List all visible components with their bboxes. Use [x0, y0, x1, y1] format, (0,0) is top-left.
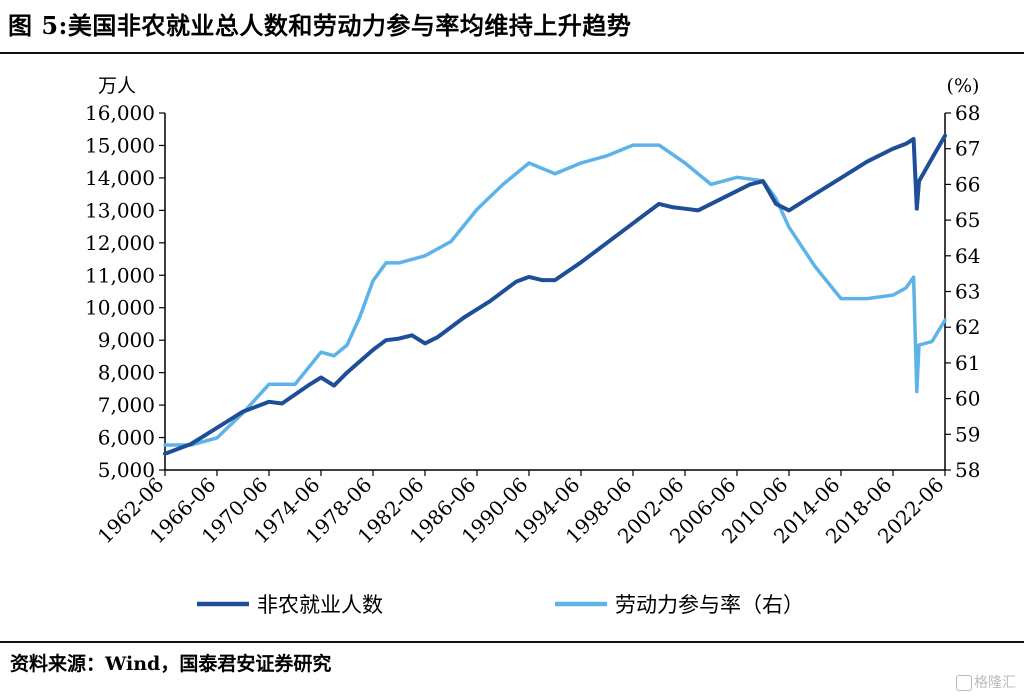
left-tick-label: 13,000 — [85, 198, 155, 222]
right-tick-label: 61 — [955, 351, 980, 375]
left-tick-label: 6,000 — [98, 426, 155, 450]
left-tick-label: 8,000 — [98, 361, 155, 385]
left-unit-label: 万人 — [98, 75, 136, 97]
watermark-text: 格隆汇 — [974, 675, 1016, 691]
lines-group — [163, 133, 947, 456]
top-rule — [0, 52, 1024, 54]
chart-svg: 5,000 6,000 7,000 8,000 9,000 10,000 11,000 12,… — [85, 75, 980, 617]
right-tick-label: 68 — [955, 101, 980, 125]
left-tick-label: 5,000 — [98, 458, 155, 482]
left-tick-label: 14,000 — [85, 166, 155, 190]
left-tick-label: 12,000 — [85, 231, 155, 255]
legend-label-2: 劳动力参与率（右） — [615, 593, 804, 617]
legend-group: 非农就业人数 劳动力参与率（右） — [197, 593, 804, 617]
bottom-rule — [0, 641, 1024, 643]
left-tick-label: 15,000 — [85, 133, 155, 157]
watermark: 格隆汇 — [956, 672, 1016, 692]
left-tick-label: 10,000 — [85, 296, 155, 320]
chart-title: 图 5:美国非农就业总人数和劳动力参与率均维持上升趋势 — [8, 11, 632, 40]
right-tick-label: 67 — [955, 137, 980, 161]
left-tick-label: 7,000 — [98, 393, 155, 417]
left-tick-label: 9,000 — [98, 328, 155, 352]
left-tick-label: 16,000 — [85, 101, 155, 125]
watermark-logo-icon — [956, 675, 972, 691]
right-tick-label: 66 — [955, 172, 980, 196]
source-note: 资料来源：Wind，国泰君安证券研究 — [10, 653, 332, 675]
right-unit-label: (%) — [947, 75, 980, 97]
left-tick-label: 11,000 — [85, 263, 155, 287]
legend-label-1: 非农就业人数 — [257, 593, 383, 617]
right-tick-label: 59 — [955, 422, 980, 446]
right-tick-label: 58 — [955, 458, 980, 482]
right-tick-label: 63 — [955, 280, 980, 304]
right-tick-label: 60 — [955, 387, 980, 411]
right-tick-label: 64 — [955, 244, 980, 268]
nonfarm-payrolls-line — [163, 133, 947, 456]
participation-rate-line — [163, 143, 947, 447]
right-tick-label: 62 — [955, 315, 980, 339]
axes-group: 5,000 6,000 7,000 8,000 9,000 10,000 11,000 12,… — [85, 75, 980, 548]
right-tick-label: 65 — [955, 208, 980, 232]
